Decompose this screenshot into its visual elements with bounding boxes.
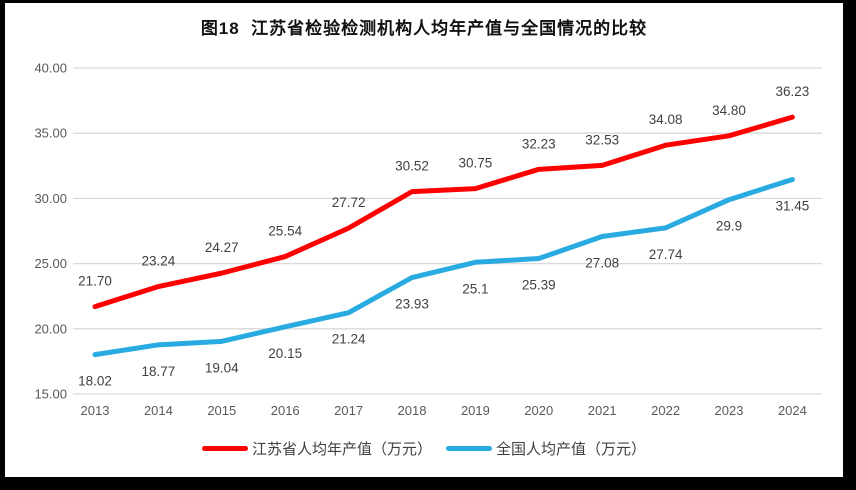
x-tick-label: 2015 — [207, 403, 236, 418]
legend-item-1: 全国人均产值（万元） — [446, 438, 646, 459]
data-label: 34.80 — [712, 103, 746, 118]
chart-canvas: 40.00 35.00 30.00 25.00 20.00 15.00 2013 2014 20… — [34, 61, 822, 418]
data-label: 36.23 — [776, 84, 810, 99]
data-label: 27.72 — [332, 195, 366, 210]
y-tick-label: 25.00 — [34, 256, 67, 271]
data-label: 30.52 — [395, 159, 429, 174]
chart-legend: 江苏省人均年产值（万元） 全国人均产值（万元） — [5, 438, 843, 459]
data-label: 25.54 — [268, 224, 302, 239]
x-tick-label: 2016 — [271, 403, 300, 418]
data-label: 19.04 — [205, 360, 239, 375]
y-tick-label: 40.00 — [34, 61, 67, 76]
data-label: 25.1 — [462, 281, 488, 296]
data-label: 21.70 — [78, 274, 112, 289]
series-line-1 — [92, 176, 795, 358]
x-tick-label: 2020 — [524, 403, 553, 418]
x-tick-label: 2019 — [461, 403, 490, 418]
x-tick-label: 2013 — [81, 403, 110, 418]
data-label: 27.08 — [585, 255, 619, 270]
series-line-0 — [92, 114, 795, 310]
x-tick-label: 2014 — [144, 403, 173, 418]
x-tick-label: 2023 — [715, 403, 744, 418]
data-label: 21.24 — [332, 332, 366, 347]
data-label: 18.02 — [78, 374, 112, 389]
legend-line-swatch-1 — [446, 446, 492, 451]
x-tick-label: 2022 — [651, 403, 680, 418]
legend-label-1: 全国人均产值（万元） — [496, 441, 647, 458]
data-label: 32.23 — [522, 136, 556, 151]
x-tick-label: 2018 — [398, 403, 427, 418]
chart-panel: 图18 江苏省检验检测机构人均年产值与全国情况的比较 40.00 35.00 30.… — [5, 3, 843, 477]
y-tick-label: 15.00 — [34, 387, 67, 402]
x-tick-label: 2017 — [334, 403, 363, 418]
y-tick-label: 20.00 — [34, 321, 67, 336]
legend-label-0: 江苏省人均年产值（万元） — [251, 441, 432, 458]
data-label: 34.08 — [649, 112, 683, 127]
legend-item-0: 江苏省人均年产值（万元） — [201, 438, 432, 459]
data-label: 24.27 — [205, 240, 239, 255]
data-label: 27.74 — [649, 247, 683, 262]
data-label: 18.77 — [142, 364, 176, 379]
data-label: 25.39 — [522, 278, 556, 293]
data-label: 23.93 — [395, 297, 429, 312]
x-tick-label: 2021 — [588, 403, 617, 418]
data-label: 30.75 — [459, 156, 493, 171]
data-label: 20.15 — [268, 346, 302, 361]
y-tick-label: 35.00 — [34, 126, 67, 141]
x-tick-label: 2024 — [778, 403, 807, 418]
y-tick-label: 30.00 — [34, 191, 67, 206]
data-label: 32.53 — [585, 132, 619, 147]
data-label: 29.9 — [716, 219, 742, 234]
data-label: 31.45 — [776, 198, 810, 213]
legend-line-swatch-0 — [201, 446, 248, 451]
chart-title: 图18 江苏省检验检测机构人均年产值与全国情况的比较 — [200, 19, 648, 38]
data-label: 23.24 — [142, 254, 176, 269]
